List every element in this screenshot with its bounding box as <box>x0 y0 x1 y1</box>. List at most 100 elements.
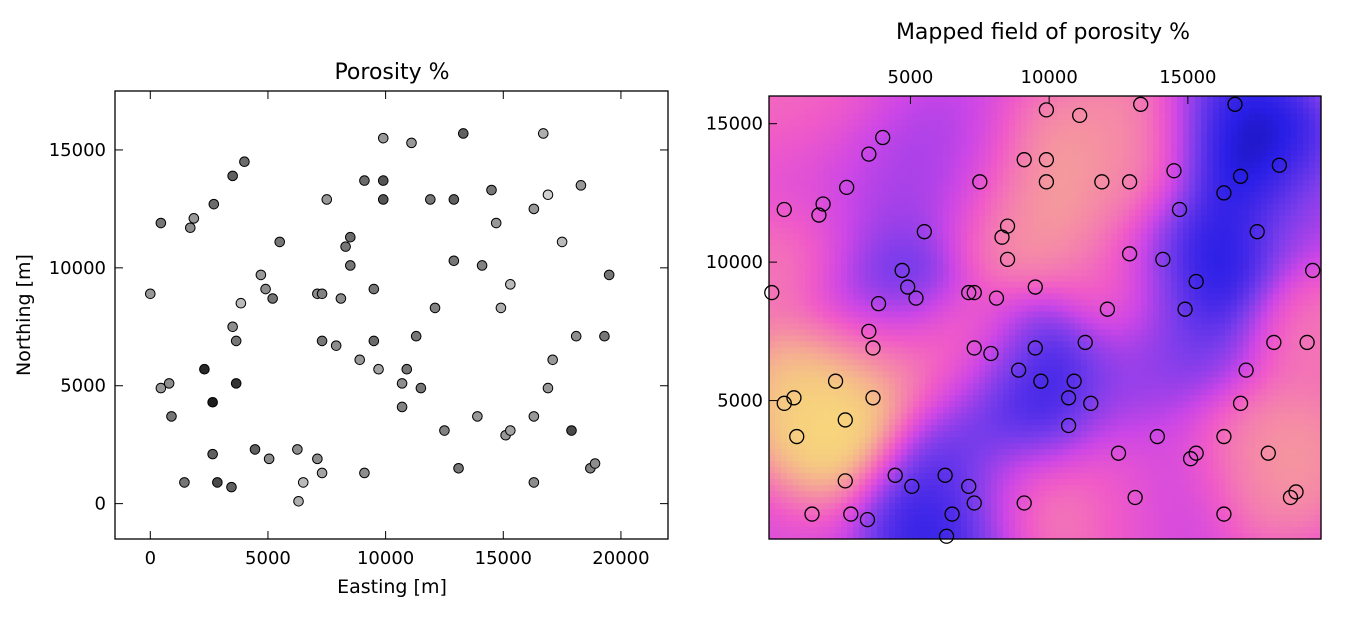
heatmap-cell <box>943 179 950 187</box>
heatmap-cell <box>811 425 818 432</box>
heatmap-cell <box>1135 347 1142 355</box>
heatmap-cell <box>955 533 962 540</box>
heatmap-cell <box>1123 359 1130 366</box>
heatmap-cell <box>895 155 902 163</box>
heatmap-cell <box>1069 503 1076 510</box>
heatmap-cell <box>1063 395 1070 402</box>
heatmap-cell <box>973 527 980 534</box>
heatmap-cell <box>877 107 884 115</box>
heatmap-cell <box>841 371 848 378</box>
heatmap-cell <box>943 191 950 199</box>
heatmap-cell <box>847 371 854 378</box>
heatmap-cell <box>1117 437 1124 444</box>
heatmap-cell <box>913 443 920 450</box>
heatmap-cell <box>895 395 902 402</box>
heatmap-cell <box>1063 527 1070 534</box>
heatmap-cell <box>1057 209 1064 217</box>
heatmap-cell <box>829 449 836 456</box>
heatmap-cell <box>781 215 788 223</box>
heatmap-cell <box>811 101 818 109</box>
heatmap-cell <box>1021 137 1028 145</box>
heatmap-cell <box>1129 365 1136 372</box>
heatmap-cell <box>1045 287 1052 295</box>
heatmap-cell <box>1021 347 1028 355</box>
heatmap-cell <box>823 251 830 259</box>
heatmap-cell <box>847 509 854 516</box>
heatmap-cell <box>907 509 914 516</box>
scatter-point <box>260 283 271 295</box>
heatmap-cell <box>859 431 866 438</box>
heatmap-cell <box>937 287 944 295</box>
heatmap-cell <box>895 431 902 438</box>
heatmap-cell <box>901 407 908 414</box>
heatmap-cell <box>1135 293 1142 301</box>
heatmap-cell <box>1021 485 1028 492</box>
heatmap-cell <box>799 431 806 438</box>
heatmap-cell <box>985 455 992 462</box>
heatmap-cell <box>895 527 902 534</box>
heatmap-cell <box>1093 245 1100 253</box>
heatmap-cell <box>859 161 866 169</box>
heatmap-cell <box>1009 431 1016 438</box>
heatmap-cell <box>943 347 950 355</box>
heatmap-cell <box>811 503 818 510</box>
heatmap-cell <box>1093 137 1100 145</box>
heatmap-cell <box>1015 275 1022 283</box>
heatmap-cell <box>1075 323 1082 331</box>
heatmap-cell <box>1069 233 1076 241</box>
heatmap-cell <box>823 101 830 109</box>
heatmap-cell <box>931 455 938 462</box>
heatmap-cell <box>985 287 992 295</box>
heatmap-cell <box>967 257 974 265</box>
heatmap-cell <box>769 131 776 139</box>
heatmap-cell <box>1093 509 1100 516</box>
heatmap-cell <box>1039 251 1046 259</box>
heatmap-cell <box>1009 305 1016 313</box>
heatmap-cell <box>853 263 860 271</box>
heatmap-cell <box>1105 353 1112 361</box>
heatmap-cell <box>1129 209 1136 217</box>
heatmap-cell <box>1087 155 1094 163</box>
heatmap-cell <box>1081 479 1088 486</box>
heatmap-cell <box>1105 137 1112 145</box>
heatmap-cell <box>811 161 818 169</box>
heatmap-cell <box>871 197 878 205</box>
heatmap-cell <box>913 323 920 331</box>
heatmap-cell <box>1093 125 1100 133</box>
heatmap-cell <box>1117 185 1124 193</box>
heatmap-cell <box>1159 215 1166 223</box>
heatmap-cell <box>1147 521 1154 528</box>
heatmap-cell <box>1039 96 1046 103</box>
heatmap-cell <box>1045 455 1052 462</box>
heatmap-cell <box>859 527 866 534</box>
heatmap-cell <box>805 353 812 361</box>
heatmap-cell <box>1051 107 1058 115</box>
heatmap-cell <box>907 425 914 432</box>
heatmap-cell <box>1069 96 1076 103</box>
heatmap-cell <box>997 341 1004 349</box>
heatmap-cell <box>1093 467 1100 474</box>
heatmap-cell <box>877 365 884 372</box>
heatmap-cell <box>1057 413 1064 420</box>
heatmap-cell <box>883 311 890 319</box>
heatmap-cell <box>1147 383 1154 390</box>
heatmap-cell <box>793 125 800 133</box>
heatmap-cell <box>847 245 854 253</box>
heatmap-cell <box>835 503 842 510</box>
heatmap-cell <box>877 161 884 169</box>
heatmap-cell <box>865 101 872 109</box>
heatmap-cell <box>799 365 806 372</box>
heatmap-cell <box>871 485 878 492</box>
heatmap-cell <box>955 185 962 193</box>
heatmap-cell <box>1051 329 1058 337</box>
heatmap-cell <box>1159 491 1166 498</box>
scatter-point <box>396 378 408 389</box>
heatmap-cell <box>817 233 824 241</box>
heatmap-cell <box>1087 269 1094 277</box>
heatmap-cell <box>979 407 986 414</box>
heatmap-cell <box>1075 269 1082 277</box>
heatmap-cell <box>1039 395 1046 402</box>
heatmap-cell <box>853 179 860 187</box>
heatmap-cell <box>817 299 824 307</box>
heatmap-cell <box>799 347 806 355</box>
